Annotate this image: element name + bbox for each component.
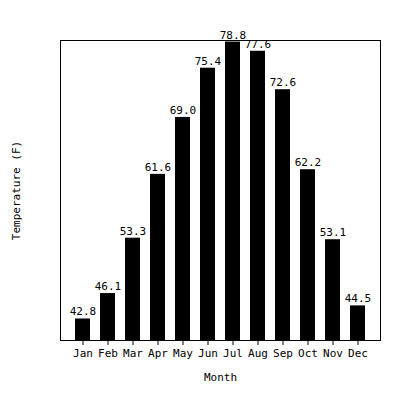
svg-text:Temperature (F): Temperature (F) [10,141,23,240]
svg-text:Feb: Feb [98,347,118,360]
svg-text:78.8: 78.8 [220,29,247,42]
svg-text:69.0: 69.0 [170,104,197,117]
svg-text:Sep: Sep [273,347,293,360]
svg-text:Oct: Oct [298,347,318,360]
svg-text:77.6: 77.6 [245,38,272,51]
svg-text:Apr: Apr [148,347,168,360]
svg-text:42.8: 42.8 [70,305,97,318]
svg-text:Month: Month [204,371,237,384]
svg-text:Jun: Jun [198,347,218,360]
svg-text:Aug: Aug [248,347,268,360]
svg-text:53.1: 53.1 [320,226,347,239]
svg-text:62.2: 62.2 [295,156,322,169]
svg-text:75.4: 75.4 [195,55,222,68]
svg-text:Dec: Dec [348,347,368,360]
svg-text:May: May [173,347,193,360]
svg-text:Jan: Jan [73,347,93,360]
svg-text:Jul: Jul [223,347,243,360]
svg-text:Mar: Mar [123,347,143,360]
svg-text:53.3: 53.3 [120,225,147,238]
svg-text:61.6: 61.6 [145,161,172,174]
svg-text:44.5: 44.5 [345,292,372,305]
svg-text:Nov: Nov [323,347,343,360]
svg-text:46.1: 46.1 [95,280,122,293]
svg-text:72.6: 72.6 [270,76,297,89]
